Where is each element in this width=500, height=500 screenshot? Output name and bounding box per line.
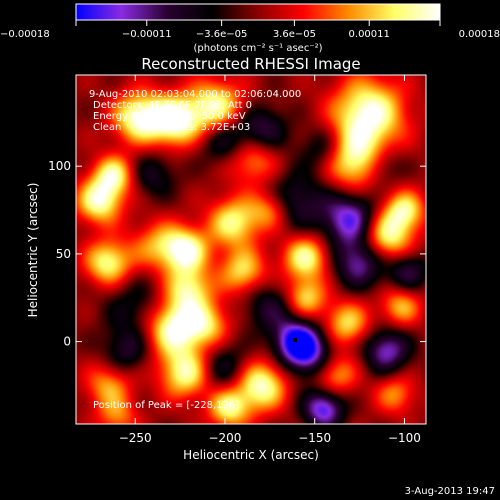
y-tick-label: 100 (48, 159, 71, 173)
annotation-peak-position: Position of Peak = [-228,126] (93, 400, 239, 411)
chart-title: Reconstructed RHESSI Image (141, 55, 360, 73)
colorbar-ticks: −0.00018 −0.00011 −3.6e−05 3.6e−05 0.00011 0.… (0, 20, 500, 40)
colorbar-tick-label: 0.00018 (459, 29, 500, 40)
x-tick-label: −100 (388, 431, 421, 445)
annotation-energy-range: Energy Range: 25.0 - 50.0 keV (93, 111, 246, 122)
x-axis-ticks: −250 −200 −150 −100 (119, 75, 421, 445)
colorbar-tick-label: 0.00011 (349, 29, 390, 40)
footer-date: 3-Aug-2013 19:47 (405, 486, 495, 497)
colorbar-tick-label: −0.00018 (0, 29, 50, 40)
plot-frame (75, 74, 427, 425)
annotation-clean-counts: Clean Total counts: 3.72E+03 (93, 122, 250, 133)
x-tick-label: −150 (298, 431, 331, 445)
x-axis-label: Heliocentric X (arcsec) (183, 448, 319, 462)
heatmap-image (76, 75, 426, 424)
marker-layer (292, 337, 297, 342)
marker-point (292, 337, 297, 342)
colorbar: −0.00018 −0.00011 −3.6e−05 3.6e−05 0.00011 0.… (0, 3, 500, 54)
annotation-detectors: Detectors: 4F 5F 6F 7F 8F, Att 0 (93, 100, 252, 111)
colorbar-tick-label: −0.00011 (122, 29, 172, 40)
plot-area: −250 −200 −150 −100 0 50 100 (48, 74, 427, 445)
x-tick-label: −200 (208, 431, 241, 445)
colorbar-tick-label: −3.6e−05 (196, 29, 248, 40)
colorbar-gradient (75, 3, 441, 21)
colorbar-unit-label: (photons cm⁻² s⁻¹ asec⁻²) (193, 43, 322, 54)
y-tick-label: 50 (56, 247, 71, 261)
x-tick-label: −250 (119, 431, 152, 445)
annotation-time-range: 9-Aug-2010 02:03:04.000 to 02:06:04.000 (89, 89, 301, 100)
y-axis-ticks: 0 50 100 (48, 159, 426, 349)
annotations: 9-Aug-2010 02:03:04.000 to 02:06:04.000 … (89, 89, 301, 411)
y-axis-label: Heliocentric Y (arcsec) (26, 183, 40, 318)
y-tick-label: 0 (63, 335, 71, 349)
colorbar-tick-label: 3.6e−05 (273, 29, 316, 40)
